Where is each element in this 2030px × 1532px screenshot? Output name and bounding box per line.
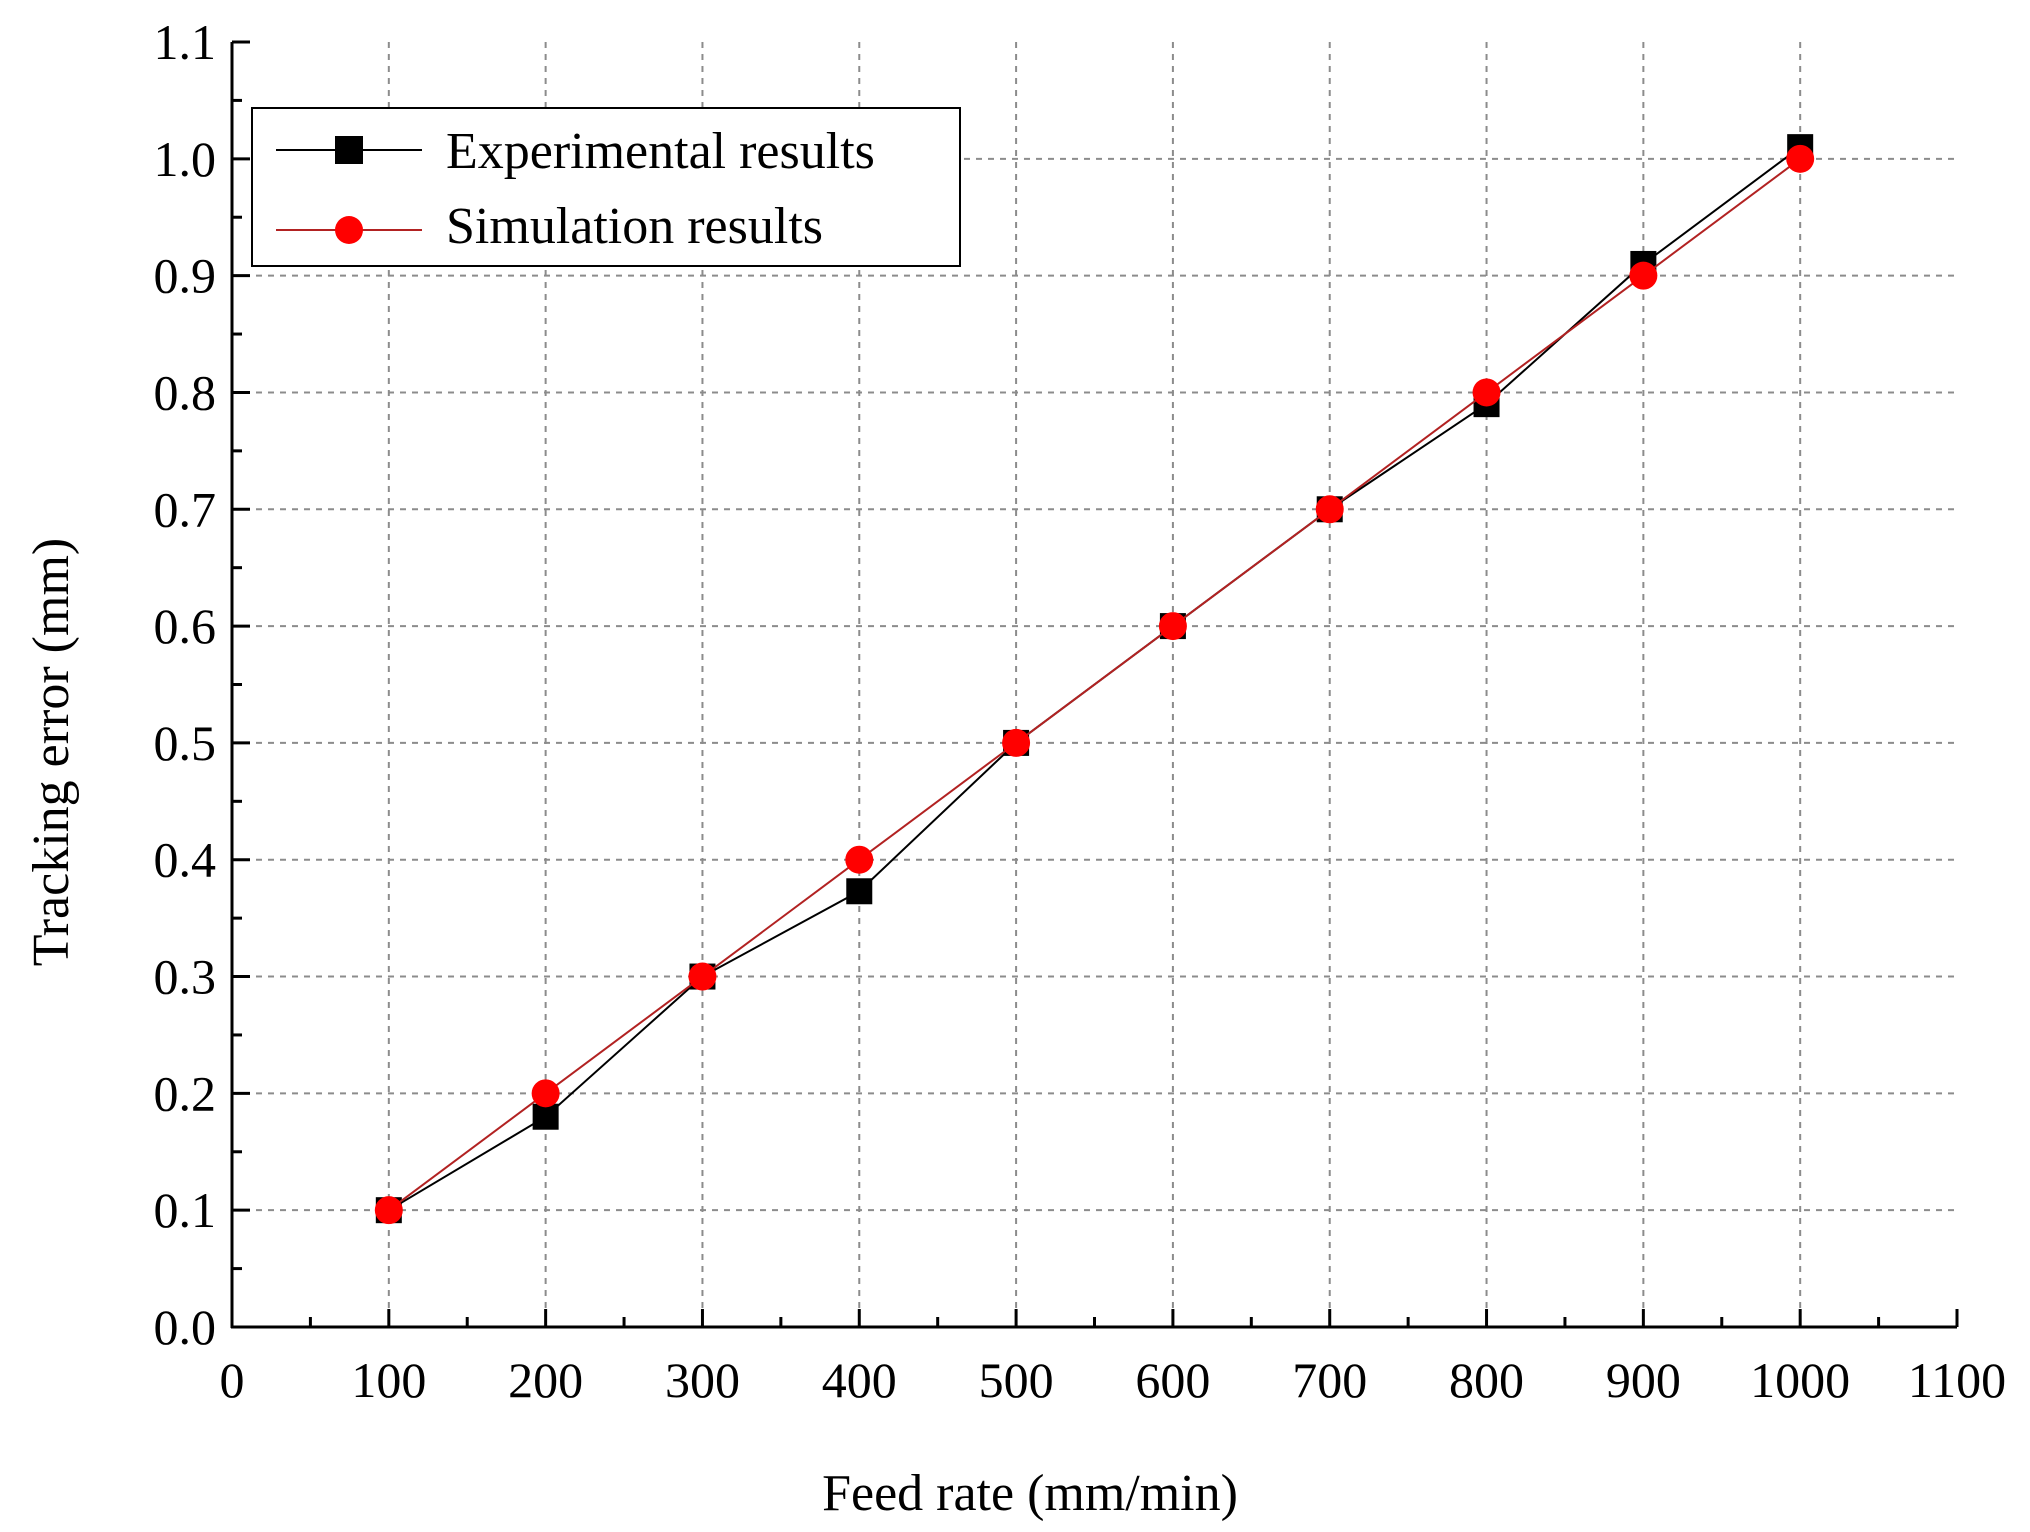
x-tick-label: 500	[979, 1352, 1054, 1408]
y-tick-label: 0.4	[154, 832, 217, 888]
y-tick-label: 0.5	[154, 715, 217, 771]
y-tick-label: 0.2	[154, 1065, 217, 1121]
legend-label-experimental: Experimental results	[446, 123, 875, 180]
x-tick-label: 700	[1292, 1352, 1367, 1408]
series-layer	[374, 134, 1815, 1225]
x-tick-label: 300	[665, 1352, 740, 1408]
x-tick-label: 1100	[1908, 1352, 2006, 1408]
x-tick-label: 100	[351, 1352, 426, 1408]
legend: Experimental results Simulation results	[251, 107, 961, 267]
data-point-circle	[688, 962, 717, 991]
x-tick-label: 1000	[1750, 1352, 1850, 1408]
y-axis-title: Tracking error (mm)	[23, 538, 80, 966]
y-tick-label: 0.8	[154, 364, 217, 420]
x-tick-label: 200	[508, 1352, 583, 1408]
legend-marker-experimental	[335, 136, 363, 164]
series-2	[374, 144, 1815, 1225]
data-point-square	[532, 1103, 559, 1130]
data-point-circle	[845, 845, 874, 874]
data-point-circle	[1472, 378, 1501, 407]
x-tick-label: 900	[1606, 1352, 1681, 1408]
y-tick-label: 0.1	[154, 1182, 217, 1238]
data-point-circle	[1786, 144, 1815, 173]
data-point-circle	[531, 1079, 560, 1108]
data-point-circle	[1158, 612, 1187, 641]
data-point-circle	[1315, 495, 1344, 524]
x-axis-title: Feed rate (mm/min)	[822, 1465, 1238, 1522]
legend-label-simulation: Simulation results	[446, 198, 823, 255]
y-tick-label: 0.6	[154, 598, 217, 654]
series-line	[388, 158, 1801, 1211]
legend-marker-simulation	[335, 216, 363, 244]
x-tick-label: 800	[1449, 1352, 1524, 1408]
y-tick-label: 1.1	[154, 14, 217, 70]
axes: 0 100 200 300 400 500 600 700 800 900 1000 1100 0.0 0…	[154, 14, 2007, 1408]
x-tick-label: 0	[220, 1352, 245, 1408]
y-tick-label: 1.0	[154, 131, 217, 187]
series-line	[388, 146, 1801, 1212]
x-tick-label: 600	[1135, 1352, 1210, 1408]
y-tick-label: 0.0	[154, 1299, 217, 1355]
y-tick-label: 0.7	[154, 481, 217, 537]
data-point-circle	[374, 1196, 403, 1225]
data-point-circle	[1629, 261, 1658, 290]
data-point-circle	[1002, 728, 1031, 757]
legend-box	[251, 107, 961, 267]
x-tick-label: 400	[822, 1352, 897, 1408]
y-tick-label: 0.3	[154, 949, 217, 1005]
data-point-square	[846, 878, 873, 905]
y-tick-label: 0.9	[154, 248, 217, 304]
